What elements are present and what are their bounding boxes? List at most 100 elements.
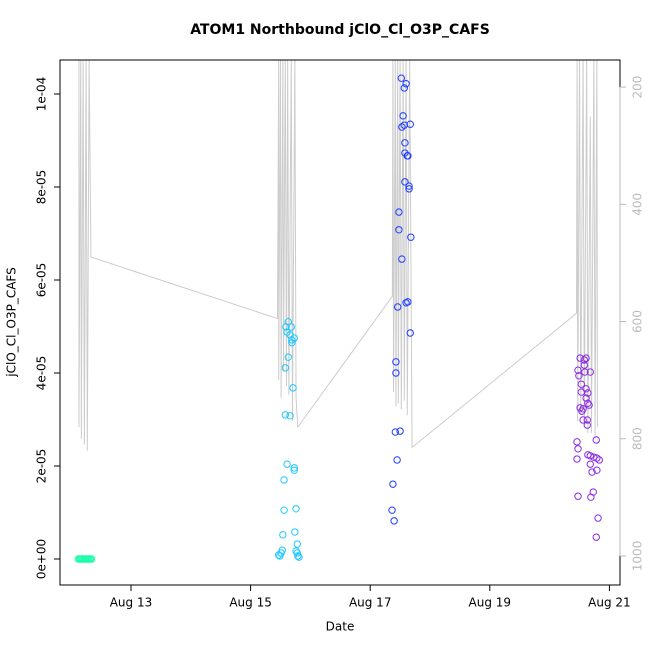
data-point <box>402 80 410 88</box>
y-tick-label: 6e-05 <box>35 263 49 298</box>
profile-line <box>78 60 598 451</box>
x-tick-label: Aug 21 <box>588 596 631 610</box>
data-point <box>392 358 400 366</box>
data-point <box>281 411 289 419</box>
x-axis-label: Date <box>326 620 355 634</box>
data-point <box>582 385 590 393</box>
data-point <box>593 466 601 474</box>
y2-tick-label: 800 <box>631 427 645 450</box>
data-point <box>586 460 594 468</box>
data-point <box>288 339 296 347</box>
plot-area <box>74 60 603 563</box>
data-point <box>586 452 594 460</box>
data-point <box>594 514 602 522</box>
data-point <box>388 506 396 514</box>
data-point <box>573 438 581 446</box>
y2-tick-label: 400 <box>631 193 645 216</box>
data-point <box>283 460 291 468</box>
data-point <box>583 416 591 424</box>
y-tick-label: 8e-05 <box>35 170 49 205</box>
data-point <box>390 517 398 525</box>
data-point <box>290 464 298 472</box>
data-point <box>582 394 590 402</box>
data-point <box>283 328 291 336</box>
data-point <box>574 366 582 374</box>
y2-tick-label: 200 <box>631 76 645 99</box>
data-point <box>401 178 409 186</box>
data-point <box>579 416 587 424</box>
data-point <box>589 488 597 496</box>
data-point <box>584 389 592 397</box>
data-point <box>282 323 290 331</box>
data-point <box>281 364 289 372</box>
data-point <box>401 139 409 147</box>
data-point <box>286 412 294 420</box>
y-tick-label: 4e-05 <box>35 356 49 391</box>
data-point <box>284 353 292 361</box>
data-point <box>393 456 401 464</box>
x-tick-label: Aug 19 <box>469 596 512 610</box>
data-point <box>397 74 405 82</box>
data-point <box>595 456 603 464</box>
y2-tick-label: 600 <box>631 310 645 333</box>
data-point <box>588 468 596 476</box>
data-point <box>575 372 583 380</box>
data-point <box>400 84 408 92</box>
data-point <box>292 505 300 513</box>
data-point <box>404 152 412 160</box>
data-point <box>407 233 415 241</box>
data-point <box>289 384 297 392</box>
data-point <box>581 368 589 376</box>
data-point <box>402 299 410 307</box>
y2-tick-label: 1000 <box>631 541 645 572</box>
data-point <box>586 368 594 376</box>
data-point <box>87 555 96 563</box>
data-point <box>592 533 600 541</box>
data-point <box>406 329 414 337</box>
data-point <box>585 401 593 409</box>
data-point <box>276 552 284 560</box>
data-point <box>574 492 582 500</box>
data-point <box>592 436 600 444</box>
data-point <box>290 466 298 474</box>
chart-title: ATOM1 Northbound jClO_Cl_O3P_CAFS <box>190 22 490 38</box>
data-point <box>405 182 413 190</box>
data-point <box>295 553 303 561</box>
data-point <box>398 123 406 131</box>
data-point <box>288 336 296 344</box>
data-point <box>583 421 591 429</box>
data-point <box>579 405 587 413</box>
data-point <box>392 369 400 377</box>
data-point <box>580 356 588 364</box>
data-point <box>573 455 581 463</box>
data-point <box>593 454 601 462</box>
y-tick-label: 2e-05 <box>35 449 49 484</box>
data-point <box>395 208 403 216</box>
data-point <box>394 303 402 311</box>
data-point <box>582 354 590 362</box>
data-point <box>584 399 592 407</box>
x-tick-label: Aug 15 <box>229 596 272 610</box>
data-point <box>399 112 407 120</box>
data-point <box>280 506 288 514</box>
data-point <box>279 531 287 539</box>
data-point <box>280 476 288 484</box>
y-tick-label: 1e-04 <box>35 77 49 112</box>
data-point <box>389 480 397 488</box>
data-point <box>395 226 403 234</box>
data-point <box>294 552 302 560</box>
data-point <box>577 380 586 388</box>
data-point <box>580 361 588 369</box>
data-point <box>293 540 301 548</box>
data-point <box>405 185 413 193</box>
data-point <box>292 547 300 555</box>
data-point <box>406 120 414 128</box>
y-axis-label: jClO_Cl_O3P_CAFS <box>5 267 19 377</box>
data-point <box>290 334 298 342</box>
data-point <box>293 549 301 557</box>
data-point <box>398 255 406 263</box>
y-tick-label: 0e+00 <box>35 539 49 579</box>
x-tick-label: Aug 13 <box>110 596 153 610</box>
